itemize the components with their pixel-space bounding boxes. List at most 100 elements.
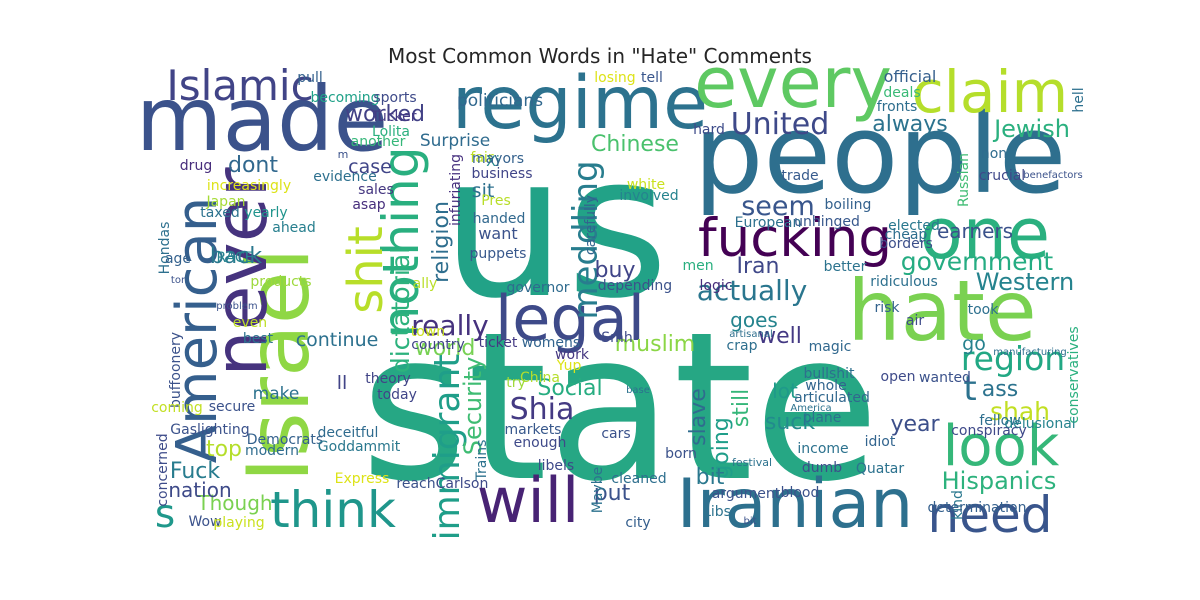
word-still: still [729, 389, 754, 427]
word-seem: seem [741, 191, 815, 222]
word-america: America [790, 403, 831, 414]
word-hard: hard [693, 122, 725, 138]
word-non: non [981, 146, 1007, 162]
word-immigrant: immigrant [427, 354, 468, 541]
word-town: town [411, 324, 445, 340]
word-country: country [411, 337, 465, 353]
word-case: case [348, 156, 392, 178]
word-maybe: Maybe [590, 467, 606, 513]
word-problem: problem [216, 301, 257, 312]
word-though: Though [196, 491, 272, 515]
word-losing: losing [594, 70, 635, 86]
word-white: white [627, 177, 665, 193]
word-xi: Xi [486, 154, 499, 170]
word-sports: sports [373, 90, 416, 106]
word-lolita: Lolita [372, 124, 410, 140]
word-unhinged: unhinged [794, 214, 860, 230]
word-deceitful: deceitful [318, 425, 379, 441]
word-work: work [555, 347, 590, 363]
word-iran: Iran [737, 254, 780, 279]
word-trains: Trains [474, 440, 490, 482]
word-theory: theory [365, 371, 411, 387]
word-libels: libels [538, 458, 574, 474]
word-bit: bit [696, 465, 725, 490]
word-hondas: Hondas [157, 222, 173, 275]
word-benefactors: benefactors [1023, 170, 1083, 181]
word-womens: womens [522, 335, 580, 351]
word-fellow: fellow [979, 413, 1020, 429]
word-buffoonery: buffoonery [168, 332, 184, 408]
word-every: every [694, 42, 892, 124]
word-tucker: Tucker [371, 109, 417, 125]
word-borders: borders [879, 236, 933, 252]
word-playing: playing [213, 515, 264, 531]
word-ally: ally [413, 276, 438, 292]
word-mayors: mayors [472, 151, 524, 167]
word-products: products [250, 274, 311, 290]
word-make: make [253, 384, 300, 404]
word-us: us [441, 113, 669, 342]
word-shah: shah [990, 397, 1050, 426]
word-dictatorial: dictatorial [386, 247, 415, 373]
word-drug: drug [180, 158, 212, 174]
word-tell: tell [641, 70, 663, 86]
word-chinese: Chinese [591, 132, 679, 157]
word-deals: deals [883, 85, 920, 101]
word-wow: Wow [188, 514, 221, 530]
word-modern: modern [245, 443, 299, 459]
word-crucial: crucial [979, 168, 1025, 184]
word-depending: depending [598, 278, 672, 294]
word-want: want [478, 224, 517, 243]
word-buy: buy [595, 258, 636, 283]
word-wanted: wanted [919, 370, 971, 386]
word-infuriating: infuriating [448, 154, 464, 226]
word-fronts: fronts [877, 99, 918, 115]
word-israel: Israel [229, 247, 329, 482]
word-religion: religion [429, 201, 454, 283]
word-social: Social [537, 376, 602, 401]
word-concerned: concerned [155, 433, 171, 506]
word-conservatives: conservatives [1066, 326, 1082, 423]
word-shit: shit [338, 226, 394, 314]
word-ahead: ahead [272, 220, 316, 236]
word-state: state [360, 289, 879, 527]
word-secure: secure [209, 399, 256, 415]
word-asap: asap [352, 197, 385, 213]
word-boiling: boiling [825, 197, 872, 213]
word-reach: reach [396, 476, 435, 492]
word-festival: festival [732, 456, 772, 469]
word-never: never [199, 166, 284, 376]
word-puppets: puppets [470, 246, 527, 262]
word-fair: fair [470, 150, 493, 166]
word-earners: earners [937, 219, 1013, 243]
word-risk: risk [874, 300, 900, 316]
word-whole: whole [805, 378, 846, 394]
word-ticket: ticket [479, 335, 518, 351]
word-actually: actually [697, 274, 808, 307]
word-sit: sit [472, 180, 495, 202]
word-fuck: Fuck [170, 459, 220, 484]
word-even: even [233, 315, 267, 331]
word-cars: cars [601, 426, 630, 442]
word-made: made [136, 67, 389, 171]
word-goddammit: Goddammit [318, 439, 401, 455]
word-libs: Libs [703, 504, 731, 520]
word-jewish: Jewish [992, 115, 1070, 143]
word-regime: regime [452, 61, 708, 146]
word-well: well [758, 324, 802, 349]
word-hispanics: Hispanics [942, 467, 1057, 495]
word-plane: plane [803, 410, 842, 426]
word-gaslighting: Gaslighting [170, 422, 249, 438]
word-s: s [155, 492, 175, 537]
word-bullshit: bullshit [803, 366, 855, 382]
word-pres: Pres [481, 193, 511, 209]
word-tor: tor [171, 275, 186, 286]
word-artisanal: artisanal [729, 329, 773, 340]
word-income: income [797, 441, 848, 457]
word-smh: Smh [601, 330, 632, 346]
word-crap: crap [727, 338, 758, 354]
word-lot: lot [772, 379, 798, 403]
word-muslim: muslim [615, 332, 696, 357]
word-becoming: becoming [310, 90, 379, 106]
